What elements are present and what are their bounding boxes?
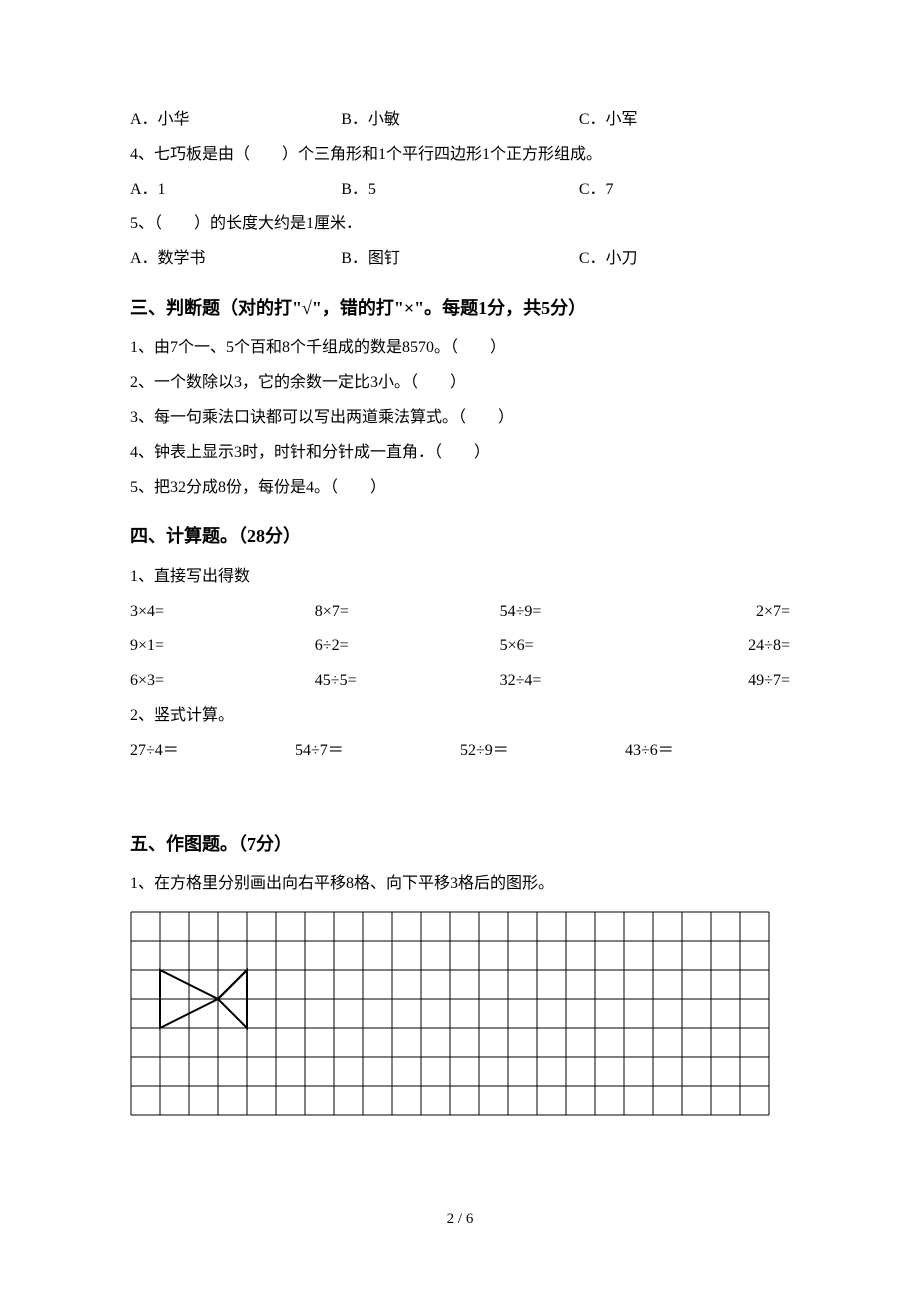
q4-options: A．1 B．5 C．7 [130, 176, 790, 205]
calc-cell: 5×6= [500, 632, 685, 661]
calc-cell: 6÷2= [315, 632, 500, 661]
calc-cell: 43÷6＝ [625, 737, 790, 766]
calc-cell: 49÷7= [684, 667, 790, 696]
calc-cell: 3×4= [130, 598, 315, 627]
section5-title: 五、作图题。（7分） [130, 828, 790, 860]
q4-opt-a: A．1 [130, 176, 341, 205]
q3-options: A．小华 B．小敏 C．小军 [130, 106, 790, 135]
calc-cell: 54÷7＝ [295, 737, 460, 766]
judge-item-2: 2、一个数除以3，它的余数一定比3小。（ ） [130, 369, 790, 398]
q5-opt-a: A．数学书 [130, 245, 341, 274]
calc-cell: 45÷5= [315, 667, 500, 696]
q3-opt-c: C．小军 [579, 106, 790, 135]
calc-row: 6×3=45÷5=32÷4=49÷7= [130, 667, 790, 696]
section3-title: 三、判断题（对的打"√"，错的打"×"。每题1分，共5分） [130, 292, 790, 324]
q5-opt-b: B．图钉 [341, 245, 579, 274]
judge-item-1: 1、由7个一、5个百和8个千组成的数是8570。（ ） [130, 334, 790, 363]
section4-title: 四、计算题。（28分） [130, 520, 790, 552]
page-number: 2 / 6 [130, 1206, 790, 1233]
q5-text: 5、（ ）的长度大约是1厘米． [130, 210, 790, 239]
section4-sub1: 1、直接写出得数 [130, 563, 790, 592]
q3-opt-b: B．小敏 [341, 106, 579, 135]
q5-opt-c: C．小刀 [579, 245, 790, 274]
q3-opt-a: A．小华 [130, 106, 341, 135]
q4-opt-b: B．5 [341, 176, 579, 205]
judge-item-3: 3、每一句乘法口诀都可以写出两道乘法算式。（ ） [130, 404, 790, 433]
section5-q1: 1、在方格里分别画出向右平移8格、向下平移3格后的图形。 [130, 870, 790, 899]
calc-cell: 27÷4＝ [130, 737, 295, 766]
grid-figure [130, 911, 790, 1116]
judge-item-5: 5、把32分成8份，每份是4。（ ） [130, 474, 790, 503]
calc-cell: 6×3= [130, 667, 315, 696]
calc-row: 9×1=6÷2=5×6=24÷8= [130, 632, 790, 661]
q5-options: A．数学书 B．图钉 C．小刀 [130, 245, 790, 274]
calc-cell: 24÷8= [684, 632, 790, 661]
q4-text: 4、七巧板是由（ ）个三角形和1个平行四边形1个正方形组成。 [130, 141, 790, 170]
judge-item-4: 4、钟表上显示3时，时针和分针成一直角．（ ） [130, 439, 790, 468]
section4-sub2: 2、竖式计算。 [130, 702, 790, 731]
calc-cell: 54÷9= [500, 598, 685, 627]
calc-cell: 8×7= [315, 598, 500, 627]
calc-row: 3×4=8×7=54÷9=2×7= [130, 598, 790, 627]
q4-opt-c: C．7 [579, 176, 790, 205]
calc-row: 27÷4＝54÷7＝52÷9＝43÷6＝ [130, 737, 790, 766]
calc-cell: 9×1= [130, 632, 315, 661]
calc-cell: 2×7= [684, 598, 790, 627]
calc-cell: 32÷4= [500, 667, 685, 696]
calc-cell: 52÷9＝ [460, 737, 625, 766]
